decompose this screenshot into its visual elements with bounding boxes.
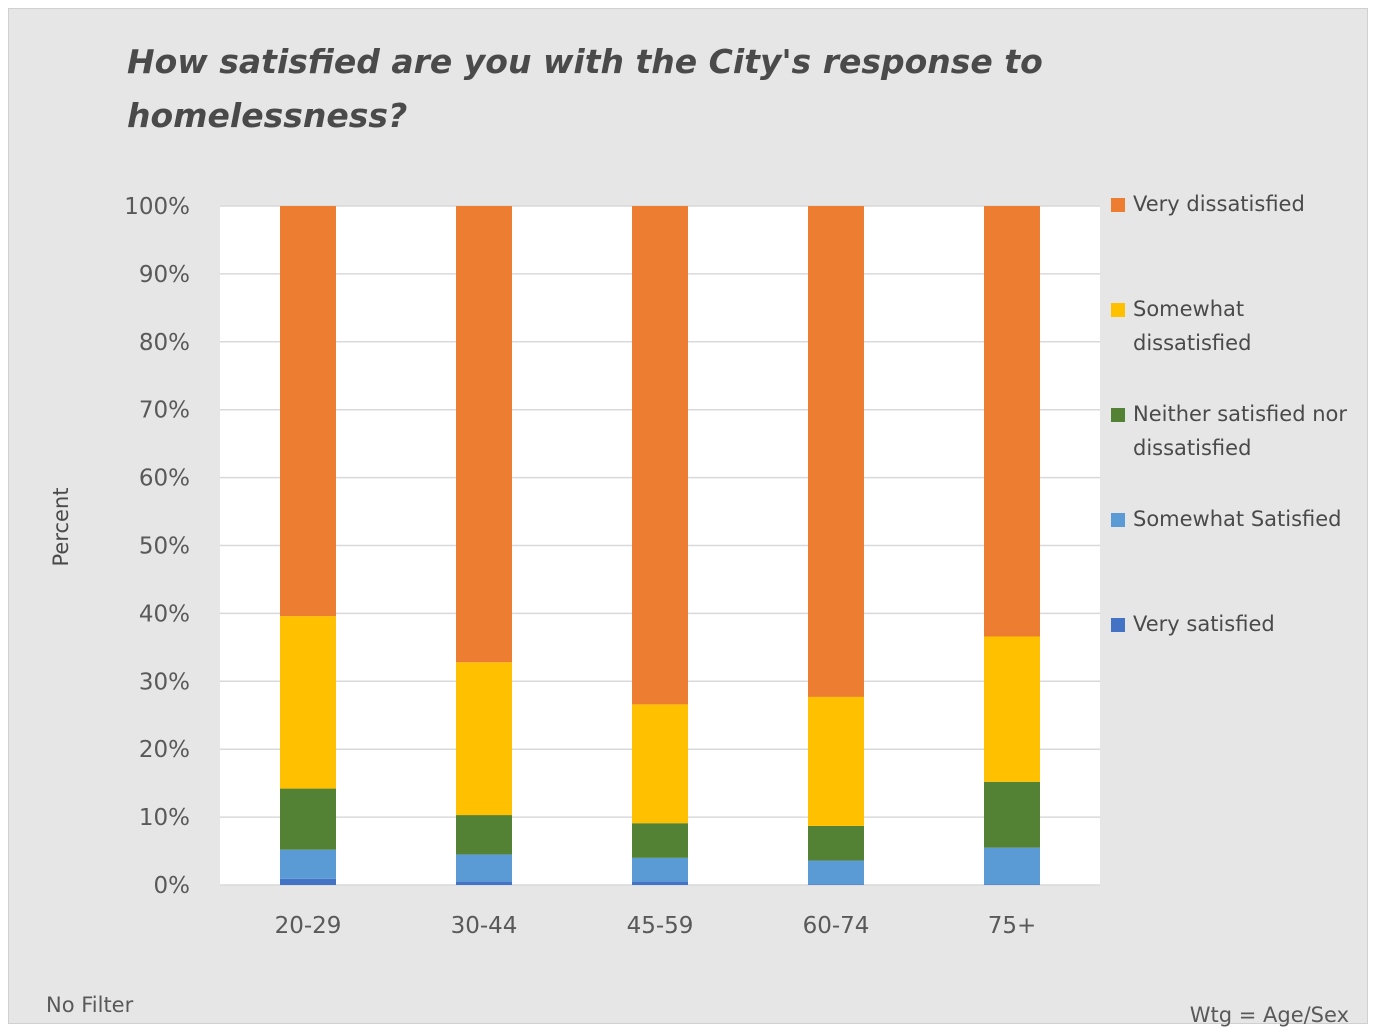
bar-segment — [632, 206, 688, 705]
y-tick-label: 10% — [139, 805, 190, 831]
chart-title: How satisfied are you with the City's re… — [127, 42, 1043, 135]
legend-label: Somewhat dissatisfied — [1133, 297, 1252, 355]
legend-item: Very satisfied — [1111, 607, 1351, 712]
y-tick-label: 30% — [139, 669, 190, 695]
y-tick-label: 100% — [124, 194, 190, 220]
y-tick-label: 90% — [139, 262, 190, 288]
x-tick-label: 75+ — [988, 913, 1037, 939]
bar-segment — [632, 881, 688, 885]
y-tick-label: 60% — [139, 466, 190, 492]
legend-item: Neither satisfied nor dissatisfied — [1111, 397, 1351, 502]
bar-segment — [632, 704, 688, 824]
bar-segment — [280, 788, 336, 850]
legend-label: Somewhat Satisfied — [1133, 507, 1342, 531]
bar-segment — [280, 878, 336, 885]
legend: Very dissatisfied Somewhat dissatisfied Ne… — [1111, 187, 1351, 712]
bar-segment — [280, 616, 336, 789]
x-tick-label: 45-59 — [627, 913, 694, 939]
x-tick-label: 60-74 — [803, 913, 870, 939]
legend-swatch — [1111, 198, 1125, 212]
bar-segment — [456, 662, 512, 816]
legend-label: Neither satisfied nor dissatisfied — [1133, 402, 1347, 460]
bar-segment — [984, 636, 1040, 782]
x-tick-label: 20-29 — [275, 913, 342, 939]
legend-swatch — [1111, 618, 1125, 632]
filter-note: No Filter — [46, 993, 134, 1017]
bar-segment — [984, 781, 1040, 848]
y-tick-label: 80% — [139, 330, 190, 356]
y-tick-label: 20% — [139, 737, 190, 763]
legend-swatch — [1111, 303, 1125, 317]
bar-segment — [456, 854, 512, 882]
bar-segment — [984, 884, 1040, 885]
legend-item: Somewhat dissatisfied — [1111, 292, 1351, 397]
bar-segment — [808, 825, 864, 861]
bar-segment — [808, 696, 864, 826]
bar-segment — [632, 857, 688, 882]
weighting-note: Wtg = Age/Sex — [1189, 1003, 1349, 1027]
x-tick-label: 30-44 — [451, 913, 518, 939]
bar-segment — [456, 815, 512, 855]
bar-segment — [456, 206, 512, 663]
bar-segment — [808, 884, 864, 885]
bar-segment — [456, 881, 512, 885]
legend-item: Somewhat Satisfied — [1111, 502, 1351, 607]
legend-label: Very dissatisfied — [1133, 192, 1305, 216]
bar-segment — [808, 206, 864, 697]
legend-swatch — [1111, 408, 1125, 422]
bar-segment — [632, 823, 688, 858]
y-tick-label: 70% — [139, 398, 190, 424]
legend-item: Very dissatisfied — [1111, 187, 1351, 292]
bar-segment — [280, 849, 336, 879]
y-tick-label: 0% — [154, 873, 191, 899]
legend-swatch — [1111, 513, 1125, 527]
bar-segment — [984, 206, 1040, 637]
y-tick-label: 40% — [139, 601, 190, 627]
bar-segment — [984, 847, 1040, 885]
legend-label: Very satisfied — [1133, 612, 1275, 636]
y-tick-label: 50% — [139, 534, 190, 560]
bar-segment — [280, 206, 336, 617]
bar-segment — [808, 860, 864, 885]
